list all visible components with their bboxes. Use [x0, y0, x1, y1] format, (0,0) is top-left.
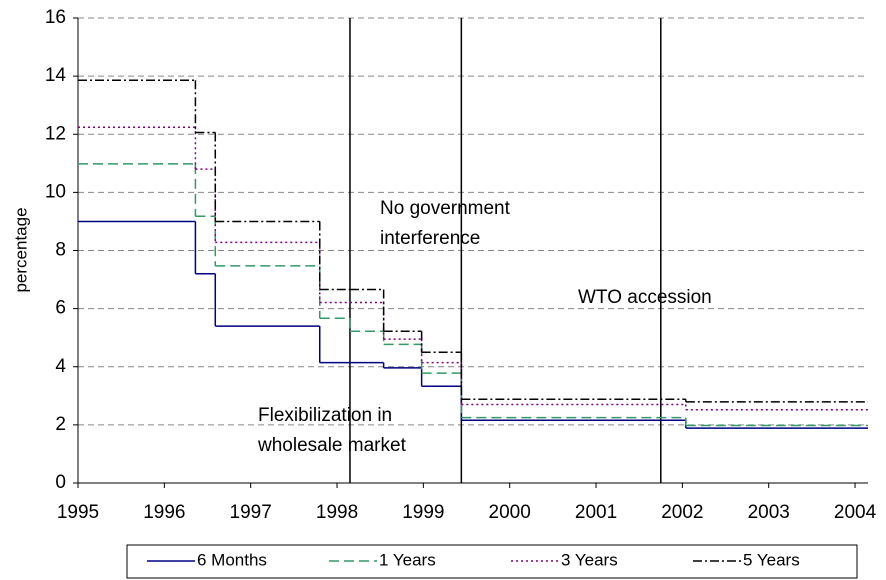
y-tick-label: 12: [45, 123, 66, 144]
annotation: wholesale market: [257, 435, 407, 456]
x-tick-label: 1997: [230, 502, 272, 523]
annotation: interference: [380, 228, 480, 249]
legend-label: 3 Years: [561, 550, 618, 569]
y-tick-label: 16: [45, 7, 66, 28]
annotation: WTO accession: [578, 287, 712, 308]
y-axis-label: percentage: [11, 207, 30, 292]
x-tick-label: 1996: [143, 502, 185, 523]
x-tick-label: 1995: [57, 502, 99, 523]
x-tick-label: 2004: [834, 502, 877, 523]
y-tick-label: 2: [55, 414, 66, 435]
legend-label: 5 Years: [743, 550, 800, 569]
x-tick-label: 2003: [748, 502, 790, 523]
y-tick-label: 14: [45, 65, 67, 86]
y-tick-label: 4: [55, 356, 66, 377]
x-tick-label: 1999: [402, 502, 444, 523]
x-tick-label: 2000: [489, 502, 531, 523]
annotation: Flexibilization in: [258, 405, 392, 426]
y-tick-label: 10: [45, 181, 66, 202]
annotation: No government: [380, 198, 511, 219]
legend-label: 6 Months: [197, 550, 267, 569]
y-tick-label: 6: [55, 298, 66, 319]
x-tick-label: 1998: [316, 502, 358, 523]
y-tick-label: 0: [55, 472, 66, 493]
x-tick-label: 2001: [575, 502, 617, 523]
y-tick-label: 8: [55, 240, 66, 261]
x-tick-label: 2002: [661, 502, 703, 523]
legend-label: 1 Years: [379, 550, 436, 569]
